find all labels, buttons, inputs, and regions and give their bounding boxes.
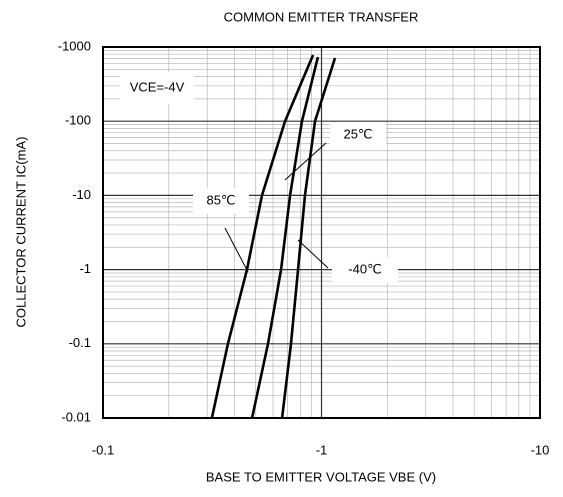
x-tick-label: -10 xyxy=(531,442,550,457)
x-tick-label: -0.1 xyxy=(92,442,114,457)
series-line xyxy=(210,54,315,419)
label-box xyxy=(330,122,386,148)
series-line xyxy=(280,57,337,419)
y-tick-label: -1000 xyxy=(58,38,91,53)
y-tick-label: -0.01 xyxy=(61,409,91,424)
x-axis-label: BASE TO EMITTER VOLTAGE VBE (V) xyxy=(206,469,436,484)
plot-frame xyxy=(102,46,541,419)
leader-line xyxy=(224,227,249,273)
annotation: VCE=-4V xyxy=(130,79,185,94)
series-line xyxy=(250,56,320,419)
label-box xyxy=(332,257,398,283)
y-axis-label: COLLECTOR CURRENT IC(mA) xyxy=(13,137,28,328)
series-label: 25℃ xyxy=(343,126,372,141)
leader-line xyxy=(284,142,327,181)
annotation-box xyxy=(120,72,194,104)
series-label: -40℃ xyxy=(348,261,381,276)
y-tick-label: -1 xyxy=(79,261,91,276)
y-tick-label: -10 xyxy=(72,187,91,202)
grid xyxy=(102,46,541,419)
y-tick-label: -0.1 xyxy=(69,335,91,350)
leader-line xyxy=(297,239,329,269)
y-tick-label: -100 xyxy=(65,113,91,128)
chart-title: COMMON EMITTER TRANSFER xyxy=(224,9,419,24)
x-tick-label: -1 xyxy=(316,442,328,457)
series-label: 85℃ xyxy=(206,192,235,207)
label-box xyxy=(193,188,249,214)
curves xyxy=(210,54,337,419)
